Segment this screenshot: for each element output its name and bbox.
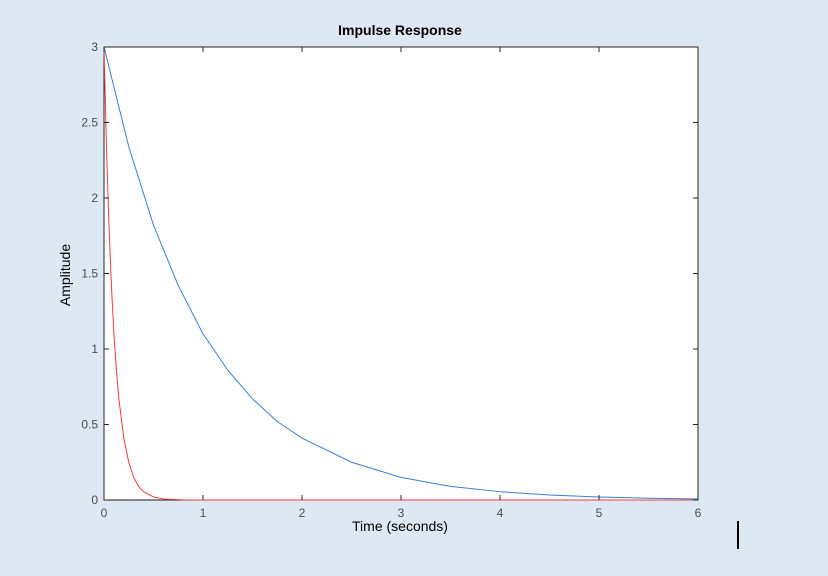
x-tick-label: 0 — [101, 506, 108, 520]
x-tick-label: 3 — [398, 506, 405, 520]
x-tick-label: 6 — [695, 506, 702, 520]
y-tick-label: 2 — [91, 191, 98, 205]
x-tick-label: 1 — [200, 506, 207, 520]
chart-title: Impulse Response — [338, 22, 462, 38]
x-tick-label: 2 — [299, 506, 306, 520]
x-tick-label: 5 — [596, 506, 603, 520]
y-tick-label: 1.5 — [81, 267, 98, 281]
y-tick-label: 0.5 — [81, 418, 98, 432]
series-line-2 — [103, 46, 698, 501]
series-line-1 — [103, 46, 699, 500]
y-axis-label: Amplitude — [57, 244, 73, 306]
x-axis-label: Time (seconds) — [352, 518, 448, 534]
y-tick-label: 3 — [91, 40, 98, 54]
y-tick-label: 1 — [91, 342, 98, 356]
y-tick-label: 0 — [91, 493, 98, 507]
plot-area — [103, 46, 699, 501]
y-tick-label: 2.5 — [81, 116, 98, 130]
x-tick-label: 4 — [497, 506, 504, 520]
text-cursor — [737, 521, 739, 549]
